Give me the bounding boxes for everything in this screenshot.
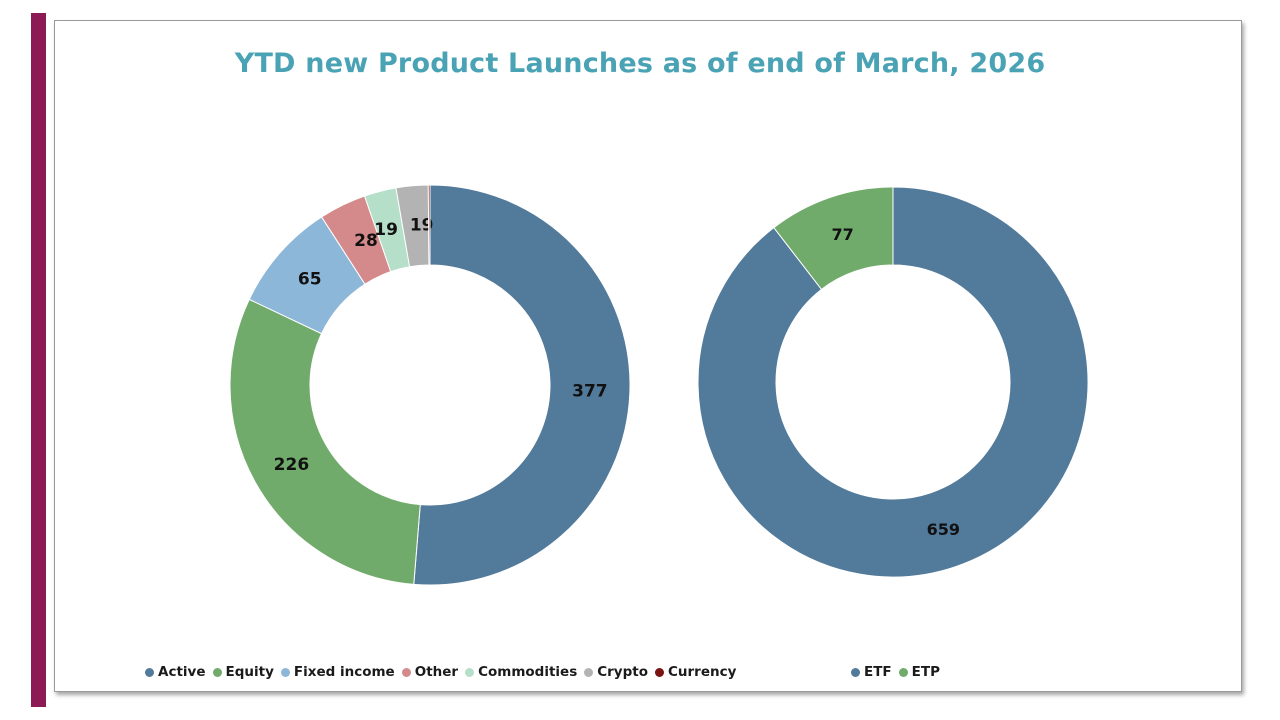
legend-label-commodities: Commodities bbox=[478, 664, 578, 680]
legend-marker-etf bbox=[851, 667, 860, 677]
legend-item-commodities: Commodities bbox=[465, 664, 577, 680]
legend-label-crypto: Crypto bbox=[597, 664, 648, 680]
data-label-commodities: 19 bbox=[374, 220, 398, 240]
legend-marker-etp bbox=[898, 667, 908, 677]
legend-marker-active bbox=[145, 667, 154, 677]
data-label-equity: 226 bbox=[274, 455, 310, 475]
data-label-etp: 77 bbox=[832, 225, 854, 244]
donut-chart-structure: 659 77 bbox=[697, 186, 1089, 578]
legend-marker-commodities bbox=[465, 667, 475, 677]
data-label-active: 377 bbox=[572, 381, 608, 401]
data-label-crypto: 19 bbox=[410, 216, 434, 236]
slice-etp bbox=[773, 186, 894, 291]
legend-item-fixed-income: Fixed income bbox=[280, 664, 395, 680]
legend-asset-class: Active Equity Fixed income Other Commodities… bbox=[145, 662, 743, 682]
legend-label-currency: Currency bbox=[668, 664, 737, 680]
legend-label-active: Active bbox=[158, 664, 206, 680]
legend-label-etf: ETF bbox=[864, 664, 892, 680]
legend-marker-currency bbox=[655, 667, 664, 677]
legend-label-fixed-income: Fixed income bbox=[293, 664, 395, 680]
legend-item-etp: ETP bbox=[898, 664, 940, 680]
legend-label-equity: Equity bbox=[225, 664, 274, 680]
accent-bar bbox=[31, 13, 46, 707]
slice-currency bbox=[427, 184, 431, 266]
slice-etf bbox=[697, 186, 1089, 578]
legend-marker-fixed-income bbox=[280, 667, 290, 677]
legend-marker-equity bbox=[212, 667, 222, 677]
slice-equity bbox=[229, 298, 421, 585]
legend-item-equity: Equity bbox=[212, 664, 274, 680]
legend-item-crypto: Crypto bbox=[584, 664, 648, 680]
legend-label-other: Other bbox=[414, 664, 459, 680]
legend-item-currency: Currency bbox=[655, 664, 736, 680]
legend-marker-crypto bbox=[584, 667, 594, 677]
data-label-etf: 659 bbox=[927, 520, 960, 539]
data-label-fixed-income: 65 bbox=[298, 269, 322, 289]
data-label-other: 28 bbox=[354, 231, 378, 251]
legend-label-etp: ETP bbox=[911, 664, 940, 680]
chart-title: YTD new Product Launches as of end of Ma… bbox=[234, 48, 1046, 79]
legend-item-active: Active bbox=[145, 664, 206, 680]
legend-marker-other bbox=[401, 667, 411, 677]
legend-structure: ETF ETP bbox=[851, 662, 947, 682]
slice-active bbox=[413, 184, 631, 586]
legend-item-etf: ETF bbox=[851, 664, 892, 680]
legend-item-other: Other bbox=[401, 664, 459, 680]
